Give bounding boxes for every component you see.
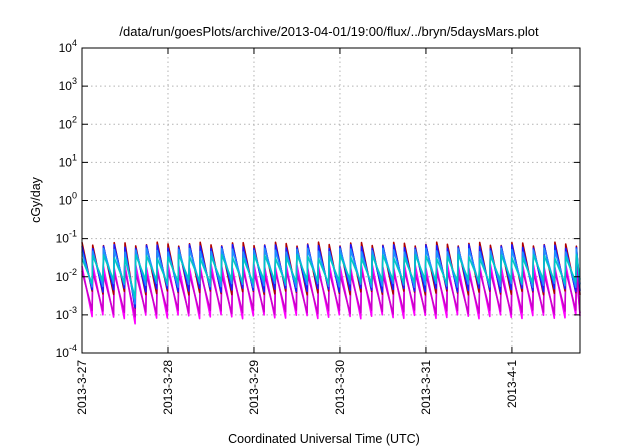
series-line: [81, 253, 581, 299]
y-tick-label: 100: [59, 191, 77, 208]
x-tick-label: 2013-3-29: [247, 360, 261, 415]
y-tick-label: 101: [59, 152, 77, 169]
series-group: [81, 241, 581, 325]
x-tick-label: 2013-3-27: [75, 360, 89, 415]
x-tick-label: 2013-3-30: [333, 360, 347, 415]
x-tick-labels: 2013-3-27 2013-3-28 2013-3-29 2013-3-30 2013…: [75, 48, 519, 415]
y-tick-label: 10-3: [56, 305, 77, 322]
y-tick-label: 102: [59, 114, 77, 131]
y-axis-label: cGy/day: [29, 176, 43, 223]
x-tick-label: 2013-3-28: [161, 360, 175, 415]
x-tick-label: 2013-4-1: [505, 360, 519, 408]
y-tick-label: 103: [59, 76, 77, 93]
y-tick-label: 10-1: [56, 229, 77, 246]
y-tick-label: 10-4: [56, 343, 77, 360]
chart-title: /data/run/goesPlots/archive/2013-04-01/1…: [119, 24, 539, 39]
y-tick-label: 10-2: [56, 267, 77, 284]
y-tick-label: 104: [59, 38, 77, 55]
x-tick-label: 2013-3-31: [419, 360, 433, 415]
x-axis-label: Coordinated Universal Time (UTC): [228, 432, 420, 446]
y-tick-labels: 10-4 10-3 10-2 10-1 100 101 102 103 104: [56, 38, 580, 360]
